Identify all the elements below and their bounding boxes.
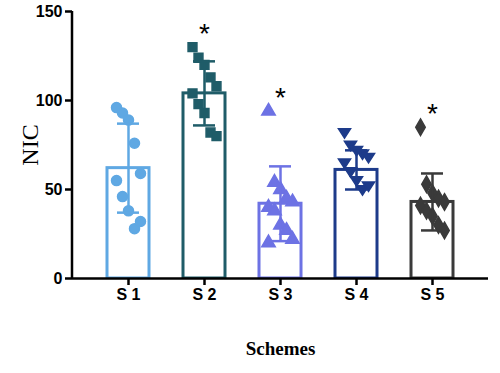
- svg-text:50: 50: [45, 181, 63, 198]
- svg-text:*: *: [275, 82, 286, 113]
- svg-text:0: 0: [54, 270, 63, 287]
- svg-text:S 2: S 2: [192, 286, 216, 303]
- svg-text:S 5: S 5: [420, 286, 444, 303]
- svg-text:Schemes: Schemes: [246, 338, 316, 359]
- svg-text:100: 100: [36, 92, 63, 109]
- svg-text:S 1: S 1: [116, 286, 140, 303]
- svg-text:150: 150: [36, 3, 63, 20]
- svg-text:NIC: NIC: [17, 124, 43, 165]
- svg-text:S 3: S 3: [268, 286, 292, 303]
- svg-text:*: *: [427, 98, 438, 129]
- svg-text:S 4: S 4: [344, 286, 368, 303]
- svg-text:*: *: [199, 18, 210, 49]
